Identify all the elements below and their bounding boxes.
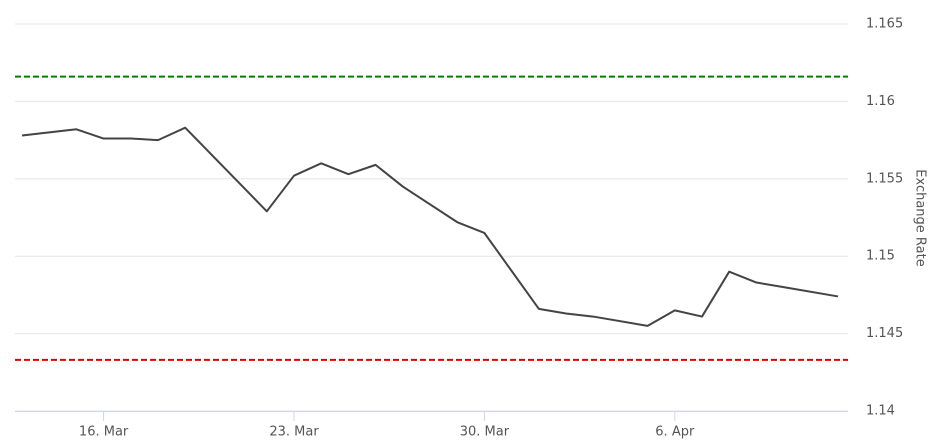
x-tick-label: 30. Mar <box>460 425 510 440</box>
x-tick-label: 6. Apr <box>655 425 695 440</box>
y-tick-label: 1.16 <box>866 94 895 109</box>
y-axis-title: Exchange Rate <box>913 169 928 266</box>
x-tick-label: 23. Mar <box>269 425 319 440</box>
y-tick-label: 1.14 <box>866 404 895 419</box>
y-tick-label: 1.15 <box>866 249 895 264</box>
line <box>21 126 839 327</box>
y-tick-label: 1.165 <box>866 17 903 32</box>
x-tick-label: 16. Mar <box>79 425 129 440</box>
y-tick-label: 1.155 <box>866 171 903 186</box>
y-tick-label: 1.145 <box>866 326 903 341</box>
